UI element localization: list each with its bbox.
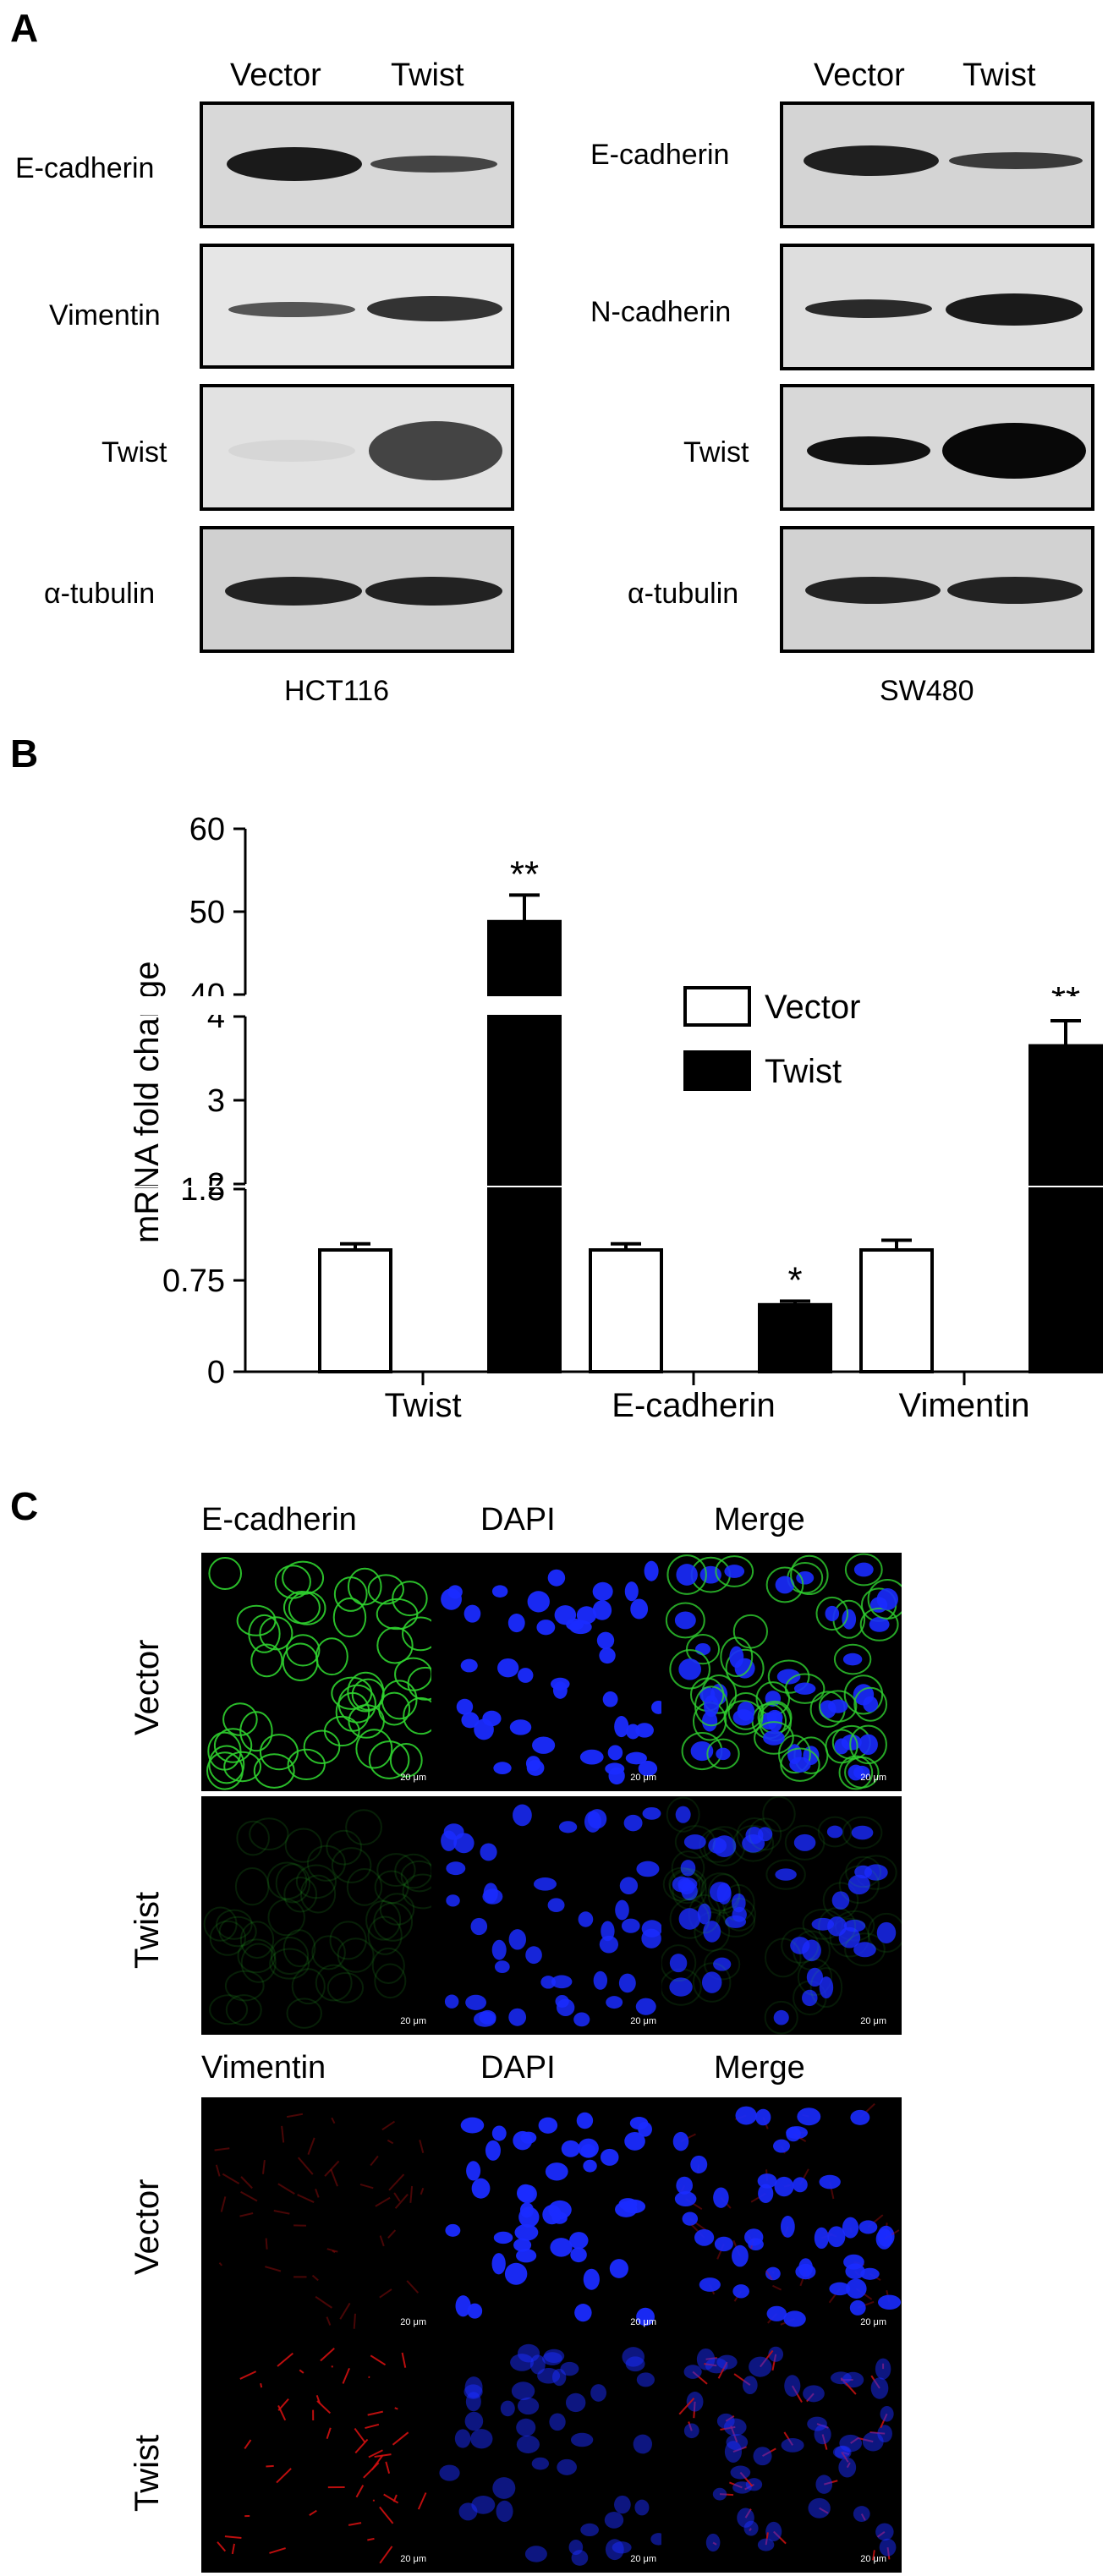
hct-cell-line: HCT116 <box>284 675 390 707</box>
scale-bar-label: 20 μm <box>630 1773 656 1783</box>
micro-g1-r0-c0: 20 μm <box>201 1553 442 1791</box>
sw-col-twist: Twist <box>963 58 1036 93</box>
hct-col-vector: Vector <box>230 58 321 93</box>
bar-twist <box>487 919 562 1373</box>
bar-vector <box>859 1248 934 1373</box>
bar-twist <box>758 1302 832 1373</box>
x-tick-label: Twist <box>384 1387 461 1424</box>
micro-g2-r0-c0: 20 μm <box>201 2097 442 2336</box>
axis-break-gap <box>0 996 1119 1015</box>
panel-c-label: C <box>10 1484 39 1528</box>
panel-a-label: A <box>10 6 39 50</box>
scale-bar-label: 20 μm <box>860 2016 886 2026</box>
bar-vector <box>318 1248 392 1373</box>
hct-blot-vimentin <box>200 244 514 369</box>
sw-blot-ecadherin <box>780 101 1094 228</box>
c1-row-twist: Twist <box>129 1891 166 1969</box>
c1-col-merge: Merge <box>714 1502 805 1537</box>
scale-bar-label: 20 μm <box>400 2554 426 2564</box>
sw-blot-tubulin <box>780 526 1094 653</box>
legend-swatch-vector <box>683 986 751 1027</box>
legend-label: Vector <box>765 989 860 1026</box>
c2-col-dapi: DAPI <box>480 2050 556 2085</box>
hct-row-tubulin: α-tubulin <box>44 578 156 610</box>
hct-blot-ecadherin <box>200 101 514 228</box>
scale-bar-label: 20 μm <box>400 2317 426 2327</box>
x-tick-label: Vimentin <box>899 1387 1030 1424</box>
c2-col-vimentin: Vimentin <box>201 2050 326 2085</box>
c1-col-dapi: DAPI <box>480 1502 556 1537</box>
sw-row-ncadherin: N-cadherin <box>590 296 732 328</box>
y-tick-label: 60 <box>189 812 225 847</box>
micro-g1-r1-c2: 20 μm <box>661 1796 902 2035</box>
scale-bar-label: 20 μm <box>860 1773 886 1783</box>
sw-row-twist: Twist <box>683 436 749 469</box>
micro-g1-r1-c0: 20 μm <box>201 1796 442 2035</box>
bar-vector <box>589 1248 663 1373</box>
sw-col-vector: Vector <box>814 58 905 93</box>
c2-col-merge: Merge <box>714 2050 805 2085</box>
x-tick-label: E-cadherin <box>612 1387 775 1424</box>
y-tick-label: 3 <box>207 1083 225 1119</box>
sw-blot-ncadherin <box>780 244 1094 370</box>
micro-g1-r1-c1: 20 μm <box>431 1796 672 2035</box>
c2-row-vector: Vector <box>129 2179 166 2275</box>
sw-blot-twist <box>780 384 1094 511</box>
micro-g1-r0-c1: 20 μm <box>431 1553 672 1791</box>
hct-col-twist: Twist <box>391 58 464 93</box>
y-tick-label: 1.5 <box>180 1172 225 1208</box>
c2-row-twist: Twist <box>129 2434 166 2512</box>
legend-label: Twist <box>765 1053 842 1090</box>
bar-twist <box>1028 1044 1103 1373</box>
scale-bar-label: 20 μm <box>860 2317 886 2327</box>
y-tick-label: 2 <box>207 1167 225 1203</box>
hct-row-vimentin: Vimentin <box>49 299 161 332</box>
scale-bar-label: 20 μm <box>400 2016 426 2026</box>
sw-row-ecadherin: E-cadherin <box>590 139 730 171</box>
micro-g2-r1-c2: 20 μm <box>661 2334 902 2573</box>
axis-break-gap <box>0 1186 1119 1187</box>
scale-bar-label: 20 μm <box>630 2317 656 2327</box>
y-tick-label: 50 <box>189 895 225 930</box>
scale-bar-label: 20 μm <box>630 2016 656 2026</box>
sw-cell-line: SW480 <box>880 675 974 707</box>
panel-b-label: B <box>10 732 39 776</box>
legend-swatch-twist <box>683 1050 751 1091</box>
c1-row-vector: Vector <box>129 1639 166 1735</box>
micro-g2-r0-c1: 20 μm <box>431 2097 672 2336</box>
hct-row-ecadherin: E-cadherin <box>15 152 155 184</box>
micro-g2-r1-c1: 20 μm <box>431 2334 672 2573</box>
bar-chart: 00.751.5234405060Twist**E-cadherin*Vimen… <box>0 812 1119 1424</box>
significance-marker: * <box>787 1259 802 1301</box>
scale-bar-label: 20 μm <box>860 2554 886 2564</box>
sw-row-tubulin: α-tubulin <box>628 578 739 610</box>
hct-row-twist: Twist <box>101 436 167 469</box>
scale-bar-label: 20 μm <box>400 1773 426 1783</box>
y-tick-label: 0 <box>207 1355 225 1390</box>
micro-g2-r0-c2: 20 μm <box>661 2097 902 2336</box>
significance-marker: ** <box>510 853 539 895</box>
hct-blot-tubulin <box>200 526 514 653</box>
scale-bar-label: 20 μm <box>630 2554 656 2564</box>
micro-g1-r0-c2: 20 μm <box>661 1553 902 1791</box>
y-tick-label: 0.75 <box>162 1263 225 1299</box>
micro-g2-r1-c0: 20 μm <box>201 2334 442 2573</box>
hct-blot-twist <box>200 384 514 511</box>
c1-col-ecadherin: E-cadherin <box>201 1502 357 1537</box>
